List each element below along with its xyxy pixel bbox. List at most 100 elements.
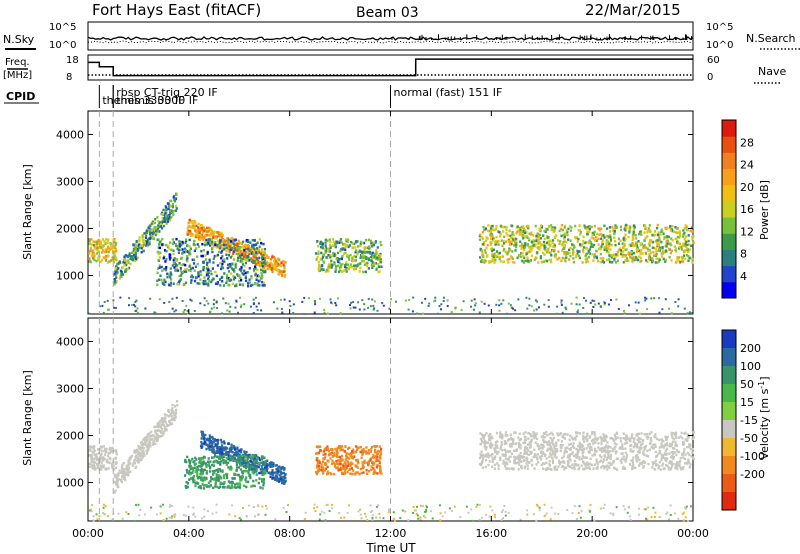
power-cell [234,243,237,247]
power-cell [258,251,261,254]
power-cell [132,244,135,247]
velocity-cell [200,473,203,476]
power-cell [588,239,591,242]
power-cell [599,247,603,251]
power-cell [97,250,100,253]
power-cell [491,228,494,232]
velocity-cell [113,491,116,494]
power-cell [606,247,609,250]
power-cell [189,220,192,224]
power-cell [169,276,172,279]
power-cell [188,238,191,242]
velocity-cell [340,458,343,462]
power-cell [359,256,362,259]
power-cell [189,229,192,233]
velocity-cell [258,458,261,461]
velocity-cell [144,440,147,443]
velocity-cell [569,459,572,462]
power-cell [362,270,365,274]
velocity-cell [682,466,685,469]
power-cell [619,228,623,232]
velocity-cell [211,470,214,473]
velocity-cell [198,459,202,462]
power-cell [340,263,343,266]
power-cell [578,224,581,227]
power-cell [271,256,274,259]
power-cell [676,256,679,259]
velocity-cell [372,453,375,457]
velocity-cell [648,448,651,451]
power-cell [207,302,210,305]
velocity-cell [213,460,216,463]
power-cell [553,229,556,232]
velocity-cell [241,475,244,478]
velocity-cell [266,459,269,462]
power-cell [177,248,180,252]
velocity-cell [362,449,365,453]
power-cell [227,270,231,273]
power-cell [373,307,376,310]
power-cell [585,246,589,250]
velocity-cell [339,446,342,450]
power-cell [251,283,254,287]
velocity-cell [154,436,157,440]
power-cell [158,266,161,269]
velocity-cell [260,461,263,464]
velocity-cell [493,463,496,466]
power-cell [627,259,630,263]
power-cell [283,275,286,278]
power-cell [163,255,166,259]
power-cell [371,255,374,258]
power-cell [543,247,546,250]
power-cell [113,254,116,257]
power-cell [263,253,266,256]
power-cell [336,264,339,267]
power-cell [236,243,239,246]
power-cell [491,253,494,256]
power-cell [150,229,153,232]
power-cell [494,241,497,244]
power-cell [481,231,484,234]
power-cell [652,250,655,254]
power-cell [657,257,660,260]
power-cell [245,279,248,283]
freq-label: Freq. [5,57,30,68]
power-cell [554,253,557,256]
velocity-cell [189,467,192,471]
velocity-cell [483,433,486,437]
power-cell [688,256,691,260]
velocity-cell [137,444,140,448]
power-cell [440,308,442,311]
power-cell [663,237,666,240]
power-cell [223,247,226,251]
power-cell [526,307,529,310]
power-cell [252,298,255,301]
power-cell [182,251,185,254]
velocity-cell [486,455,489,458]
nsky-tick-bottom: 10^0 [49,40,76,51]
power-cell [526,256,529,259]
power-cell [607,251,610,254]
power-cell [124,259,127,262]
power-cell [349,253,352,257]
velocity-cell [205,447,208,451]
velocity-cell [166,424,169,428]
power-cell [281,311,284,314]
velocity-cell [379,450,382,454]
power-cell [248,259,251,262]
power-cell [338,258,341,261]
power-cell [229,256,232,259]
velocity-cell [281,465,284,469]
power-cell [321,246,324,249]
power-cell [667,235,670,239]
power-cell [609,233,612,237]
power-cell [221,280,224,283]
power-cell [566,233,569,237]
power-cell [644,251,647,255]
power-cell [238,268,241,271]
power-cell [105,237,108,241]
velocity-cell [239,468,242,471]
power-cell [516,225,519,228]
velocity-cell [487,434,490,437]
velocity-cell [247,469,251,472]
